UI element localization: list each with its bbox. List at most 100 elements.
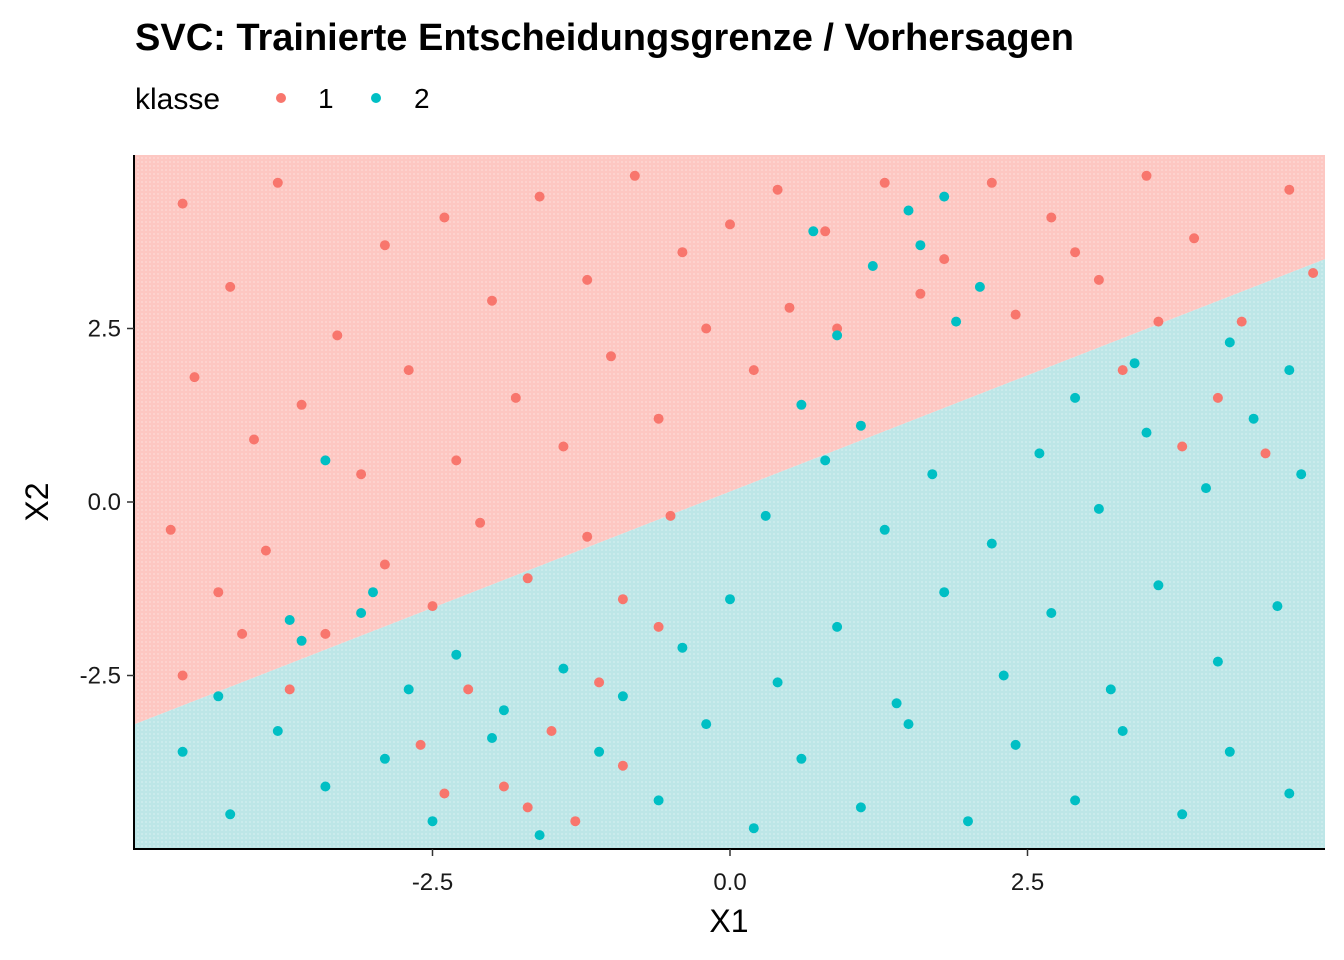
data-point-class-1: [653, 413, 664, 424]
data-point-class-2: [379, 753, 390, 764]
data-point-class-2: [939, 191, 950, 202]
data-point-class-1: [522, 573, 533, 584]
data-point-class-2: [796, 753, 807, 764]
data-point-class-2: [368, 587, 378, 598]
data-point-class-2: [998, 670, 1009, 681]
data-point-class-1: [487, 295, 497, 306]
data-point-class-2: [1296, 469, 1307, 480]
data-point-class-1: [617, 760, 628, 771]
x-tick-label: 0.0: [713, 869, 746, 896]
data-point-class-1: [403, 365, 414, 376]
data-point-class-2: [534, 830, 545, 841]
data-point-class-2: [1284, 365, 1295, 376]
data-point-class-1: [498, 781, 509, 792]
data-point-class-1: [1046, 212, 1057, 223]
data-point-class-1: [772, 184, 783, 195]
data-point-class-2: [1093, 503, 1104, 514]
data-point-class-2: [403, 684, 414, 695]
legend-label-class-2: 2: [414, 83, 430, 114]
data-point-class-1: [939, 254, 950, 265]
data-point-class-1: [915, 288, 926, 299]
data-point-class-2: [832, 330, 843, 341]
data-point-class-1: [701, 323, 712, 334]
data-point-class-1: [1177, 441, 1188, 452]
data-point-class-1: [832, 323, 843, 334]
data-point-class-2: [1117, 726, 1128, 736]
data-point-class-2: [1224, 337, 1235, 348]
data-point-class-2: [963, 816, 973, 827]
plot-area: [135, 155, 1325, 849]
data-point-class-1: [165, 524, 176, 535]
data-point-class-1: [1308, 268, 1319, 278]
data-point-class-2: [772, 677, 783, 688]
data-point-class-2: [498, 705, 509, 716]
data-point-class-2: [939, 587, 950, 598]
data-point-class-1: [249, 434, 259, 445]
data-point-class-1: [427, 601, 438, 612]
data-point-class-2: [748, 823, 759, 834]
legend-title: klasse: [135, 83, 220, 116]
data-point-class-1: [1093, 274, 1104, 285]
data-point-class-2: [1177, 809, 1188, 820]
data-point-class-1: [606, 351, 616, 362]
x-axis-title: X1: [709, 903, 748, 939]
data-point-class-1: [653, 621, 664, 632]
data-point-class-2: [760, 510, 771, 521]
data-point-class-1: [213, 587, 224, 598]
data-point-class-1: [629, 170, 640, 181]
data-point-class-1: [1236, 316, 1247, 327]
data-point-class-1: [379, 559, 390, 570]
data-point-class-2: [677, 642, 688, 653]
data-point-class-2: [832, 621, 843, 632]
data-point-class-1: [284, 684, 295, 695]
legend: klasse 1 2: [135, 83, 430, 116]
data-point-class-2: [272, 726, 283, 736]
data-point-class-2: [951, 316, 962, 327]
data-point-class-1: [451, 455, 462, 466]
data-point-class-1: [296, 399, 307, 410]
data-point-class-1: [356, 469, 367, 480]
data-point-class-1: [1153, 316, 1164, 327]
data-point-class-1: [617, 594, 628, 605]
data-point-class-2: [1129, 358, 1140, 369]
data-point-class-2: [617, 691, 628, 702]
data-point-class-2: [356, 608, 367, 618]
data-point-class-2: [487, 733, 497, 743]
data-point-class-1: [1141, 170, 1152, 181]
data-point-class-2: [1034, 448, 1045, 459]
data-point-class-1: [510, 392, 521, 403]
data-point-class-2: [177, 746, 188, 757]
data-point-class-2: [320, 455, 331, 466]
data-point-class-2: [879, 524, 890, 535]
data-point-class-1: [475, 517, 486, 528]
data-point-class-2: [927, 469, 938, 480]
data-point-class-2: [974, 281, 985, 292]
data-point-class-2: [213, 691, 224, 702]
data-point-class-2: [1272, 601, 1283, 612]
data-point-class-1: [332, 330, 343, 341]
data-point-class-1: [320, 628, 331, 639]
data-point-class-1: [677, 247, 688, 258]
data-point-class-2: [855, 802, 866, 813]
data-point-class-2: [903, 719, 914, 730]
data-point-class-2: [1141, 427, 1152, 438]
x-tick-label: -2.5: [412, 869, 453, 896]
y-tick-label: 0.0: [88, 489, 121, 516]
data-point-class-1: [725, 219, 735, 230]
data-point-class-2: [558, 663, 569, 674]
data-point-class-2: [451, 649, 462, 660]
legend-marker-class-1: [276, 93, 286, 103]
data-point-class-2: [820, 455, 831, 466]
data-point-class-1: [1010, 309, 1021, 320]
data-point-class-1: [177, 198, 188, 209]
data-point-class-1: [546, 726, 557, 736]
data-point-class-1: [379, 240, 390, 251]
data-point-class-2: [855, 420, 866, 431]
data-point-class-2: [867, 261, 878, 271]
data-point-class-2: [903, 205, 914, 216]
data-point-class-1: [439, 212, 450, 223]
data-point-class-2: [1153, 580, 1164, 591]
data-point-class-1: [463, 684, 474, 695]
data-point-class-2: [284, 615, 295, 625]
